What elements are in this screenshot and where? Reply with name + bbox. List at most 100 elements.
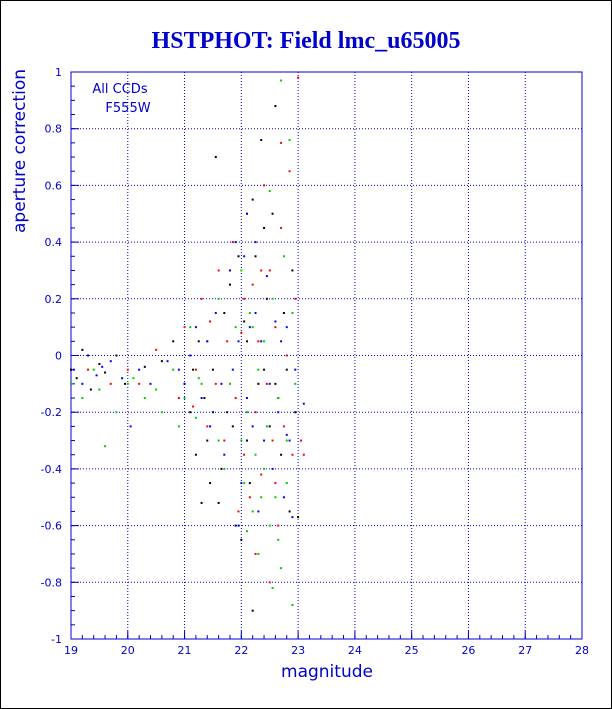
data-point — [98, 388, 101, 391]
x-tick-label-26: 26 — [461, 644, 475, 657]
data-point — [172, 368, 175, 371]
chart-title: HSTPHOT: Field lmc_u65005 — [152, 28, 461, 54]
annotation-ccds: All CCDs — [92, 82, 147, 97]
data-point — [285, 368, 288, 371]
data-point — [280, 79, 283, 82]
data-point — [234, 326, 237, 329]
data-point — [246, 530, 249, 533]
data-point — [277, 538, 280, 541]
data-point — [297, 516, 300, 519]
data-point — [274, 326, 277, 329]
data-point — [211, 411, 214, 414]
data-point — [271, 212, 274, 215]
data-point — [268, 581, 271, 584]
data-point — [291, 453, 294, 456]
data-point — [194, 326, 197, 329]
data-point — [129, 425, 132, 428]
data-point — [268, 190, 271, 193]
data-point — [121, 377, 124, 380]
data-point — [237, 510, 240, 513]
data-point — [263, 340, 266, 343]
data-point — [285, 439, 288, 442]
data-point — [271, 467, 274, 470]
data-point — [189, 411, 192, 414]
data-point — [263, 226, 266, 229]
data-point — [294, 297, 297, 300]
data-point — [291, 516, 294, 519]
data-point — [223, 439, 226, 442]
data-point — [189, 326, 192, 329]
data-point — [246, 439, 249, 442]
data-point — [263, 439, 266, 442]
data-point — [260, 139, 263, 142]
data-point — [280, 141, 283, 144]
y-tick-label-0.8: 0.8 — [45, 123, 63, 136]
data-point — [243, 482, 246, 485]
data-point — [280, 567, 283, 570]
data-point — [240, 269, 243, 272]
data-point — [166, 360, 169, 363]
data-point — [183, 326, 186, 329]
data-point — [268, 524, 271, 527]
x-tick-label-21: 21 — [178, 644, 192, 657]
data-point — [160, 360, 163, 363]
data-point — [155, 348, 158, 351]
data-point — [81, 397, 84, 400]
data-point — [192, 405, 195, 408]
data-point — [274, 482, 277, 485]
data-point — [160, 411, 163, 414]
data-point — [70, 382, 72, 385]
data-point — [240, 538, 243, 541]
data-point — [260, 269, 263, 272]
data-point — [214, 382, 217, 385]
data-point — [98, 363, 101, 366]
data-point — [223, 311, 226, 314]
data-point — [285, 354, 288, 357]
data-point — [294, 382, 297, 385]
data-point — [240, 482, 243, 485]
data-point — [302, 453, 305, 456]
data-point — [246, 397, 249, 400]
grid — [71, 72, 582, 639]
data-point — [288, 139, 291, 142]
y-tick-label-0: 0 — [55, 350, 62, 363]
data-point — [291, 603, 294, 606]
data-point — [200, 397, 203, 400]
data-point — [200, 501, 203, 504]
y-tick-label--0.4: -0.4 — [41, 463, 62, 476]
y-tick-label--0.2: -0.2 — [41, 406, 62, 419]
data-point — [214, 156, 217, 159]
data-point — [228, 283, 231, 286]
data-point — [192, 368, 195, 371]
data-point — [138, 368, 141, 371]
data-point — [203, 397, 206, 400]
data-point — [197, 377, 200, 380]
data-point — [126, 368, 129, 371]
data-point — [115, 354, 118, 357]
data-point — [194, 416, 197, 419]
data-point — [92, 368, 95, 371]
data-point — [263, 368, 266, 371]
data-point — [234, 397, 237, 400]
x-tick-label-24: 24 — [348, 644, 362, 657]
data-point — [265, 275, 268, 278]
data-point — [251, 283, 254, 286]
data-point — [274, 105, 277, 108]
data-point — [257, 382, 260, 385]
data-point — [143, 365, 146, 368]
data-point — [194, 368, 197, 371]
data-point — [211, 368, 214, 371]
y-axis-label: aperture correction — [10, 69, 30, 233]
data-point — [177, 397, 180, 400]
data-point — [254, 411, 257, 414]
data-point — [271, 439, 274, 442]
data-point — [246, 212, 249, 215]
data-point — [251, 326, 254, 329]
y-tick-label--0.6: -0.6 — [41, 520, 62, 533]
data-point — [277, 411, 280, 414]
data-point — [277, 524, 280, 527]
data-point — [234, 241, 237, 244]
y-tick-label--1: -1 — [51, 633, 62, 646]
data-point — [240, 439, 243, 442]
